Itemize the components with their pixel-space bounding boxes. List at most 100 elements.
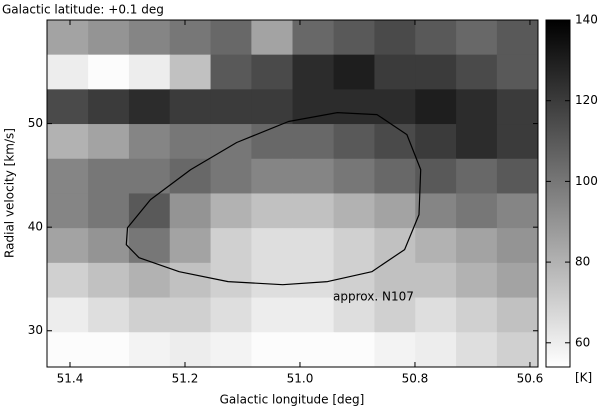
heatmap-cell: [251, 20, 293, 56]
heatmap-cell: [374, 158, 416, 194]
x-tick-label: 51.0: [287, 372, 314, 386]
x-tick-label: 50.6: [517, 372, 544, 386]
heatmap-cell: [456, 54, 498, 90]
heatmap-cell: [251, 193, 293, 229]
heatmap-cell: [333, 158, 375, 194]
x-axis-label: Galactic longitude [deg]: [220, 393, 365, 407]
heatmap-cell: [415, 20, 457, 56]
colorbar-label: [K]: [575, 371, 592, 385]
heatmap-cell: [169, 193, 212, 229]
heatmap-cell: [88, 332, 130, 367]
heatmap-cell: [374, 20, 416, 56]
heatmap-cell: [128, 20, 171, 56]
heatmap-cell: [88, 89, 130, 125]
colorbar-tick-label: 140: [575, 13, 598, 27]
heatmap-cell: [415, 124, 457, 160]
heatmap-cell: [496, 158, 538, 194]
heatmap-cell: [292, 124, 335, 160]
heatmap-cell: [374, 54, 416, 90]
heatmap-cell: [210, 89, 252, 125]
heatmap-cell: [128, 158, 171, 194]
heatmap-cell: [128, 89, 171, 125]
heatmap-cell: [496, 297, 538, 333]
colorbar-tick-label: 120: [575, 93, 598, 107]
heatmap-cell: [456, 332, 498, 367]
heatmap-cell: [128, 124, 171, 160]
heatmap-cell: [88, 297, 130, 333]
heatmap-cell: [496, 228, 538, 264]
chart-title: Galactic latitude: +0.1 deg: [2, 3, 164, 17]
heatmap-cell: [169, 332, 212, 367]
heatmap-cell: [251, 262, 293, 299]
annotation: approx. N107: [333, 290, 414, 304]
colorbar-tick-label: 100: [575, 174, 598, 188]
x-tick-label: 51.2: [172, 372, 199, 386]
heatmap-cell: [251, 158, 293, 194]
heatmap-cell: [292, 193, 335, 229]
heatmap-cell: [415, 89, 457, 125]
heatmap-cell: [292, 20, 335, 56]
heatmap-cell: [292, 89, 335, 125]
heatmap-cell: [415, 193, 457, 229]
colorbar-tick-label: 60: [575, 335, 590, 349]
heatmap-cell: [456, 20, 498, 56]
x-tick-label: 51.4: [57, 372, 84, 386]
heatmap-cell: [210, 228, 252, 264]
heatmap-cell: [292, 54, 335, 90]
heatmap-cell: [333, 20, 375, 56]
heatmap-cell: [88, 193, 130, 229]
heatmap-cell: [496, 262, 538, 299]
heatmap-cell: [210, 20, 252, 56]
heatmap-cell: [210, 193, 252, 229]
heatmap-cell: [169, 20, 212, 56]
heatmap-cell: [47, 20, 89, 56]
heatmap-cell: [47, 54, 89, 90]
heatmap-cell: [456, 297, 498, 333]
colorbar-tick-label: 80: [575, 255, 590, 269]
heatmap-cell: [333, 332, 375, 367]
heatmap-cell: [456, 228, 498, 264]
heatmap-cell: [251, 332, 293, 367]
heatmap-cell: [333, 193, 375, 229]
heatmap-cell: [374, 193, 416, 229]
heatmap-cell: [128, 262, 171, 299]
heatmap-cell: [169, 228, 212, 264]
plot-frame: [46, 19, 539, 368]
heatmap-cell: [292, 158, 335, 194]
heatmap-cell: [333, 54, 375, 90]
heatmap-cell: [47, 158, 89, 194]
heatmap-cell: [47, 262, 89, 299]
heatmap-cell: [496, 193, 538, 229]
heatmap-cell: [415, 297, 457, 333]
heatmap-cell: [47, 228, 89, 264]
heatmap-cell: [292, 332, 335, 367]
heatmap-cell: [415, 54, 457, 90]
heatmap-cell: [169, 89, 212, 125]
heatmap-cell: [374, 228, 416, 264]
y-axis-label: Radial velocity [km/s]: [3, 128, 17, 258]
heatmap-cell: [456, 89, 498, 125]
heatmap-cell: [496, 332, 538, 367]
heatmap-cell: [210, 297, 252, 333]
heatmap-cell: [128, 193, 171, 229]
heatmap-cell: [456, 262, 498, 299]
heatmap-cell: [374, 262, 416, 299]
heatmap-cell: [47, 193, 89, 229]
heatmap-cell: [88, 20, 130, 56]
y-tick-label: 40: [28, 220, 43, 234]
overlay: approx. N107 51.4 51.2 51.0 50.8 50.6 30 40 50 60…: [28, 13, 598, 386]
heatmap-cell: [496, 54, 538, 90]
heatmap-cell: [128, 297, 171, 333]
heatmap-cell: [47, 124, 89, 160]
heatmap-cell: [88, 54, 130, 90]
heatmap-cell: [333, 124, 375, 160]
heatmap-cell: [374, 89, 416, 125]
heatmap-cell: [251, 228, 293, 264]
heatmap-cell: [333, 262, 375, 299]
heatmap-cell: [210, 262, 252, 299]
y-tick-label: 50: [28, 116, 43, 130]
heatmap-cell: [456, 158, 498, 194]
heatmap-cell: [47, 332, 89, 367]
heatmap-cell: [415, 228, 457, 264]
heatmap-cell: [47, 89, 89, 125]
